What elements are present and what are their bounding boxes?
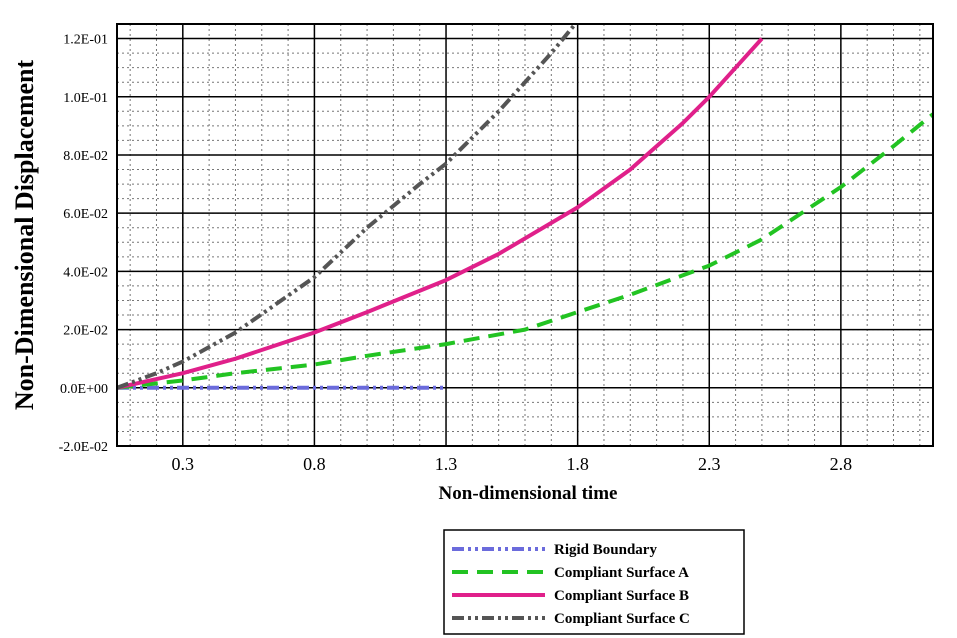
x-tick-label: 1.8 bbox=[566, 454, 589, 474]
legend-label: Compliant Surface B bbox=[554, 588, 689, 604]
legend-label: Rigid Boundary bbox=[554, 542, 657, 558]
x-axis-title: Non-dimensional time bbox=[439, 483, 618, 504]
series-line bbox=[117, 24, 578, 390]
y-tick-label: 8.0E-02 bbox=[63, 149, 108, 164]
x-tick-label: 2.3 bbox=[698, 454, 721, 474]
y-tick-label: 4.0E-02 bbox=[63, 265, 108, 280]
legend: Rigid Boundary Compliant Surface A Complia… bbox=[443, 529, 745, 635]
legend-label: Compliant Surface C bbox=[554, 611, 690, 627]
legend-label: Compliant Surface A bbox=[554, 565, 689, 581]
y-tick-label: 0.0E+00 bbox=[60, 382, 108, 397]
y-tick-label: 1.0E-01 bbox=[63, 91, 108, 106]
y-tick-label: 1.2E-01 bbox=[63, 33, 108, 48]
x-tick-label: 0.3 bbox=[172, 454, 195, 474]
y-tick-label: 2.0E-02 bbox=[63, 324, 108, 339]
x-tick-labels: 0.3 0.8 1.3 1.8 2.3 2.8 bbox=[172, 454, 853, 474]
y-tick-labels: -2.0E-02 0.0E+00 2.0E-02 4.0E-02 6.0E-02 8.0E… bbox=[59, 33, 108, 455]
x-tick-label: 0.8 bbox=[303, 454, 326, 474]
x-tick-label: 1.3 bbox=[435, 454, 458, 474]
series-line bbox=[117, 112, 933, 390]
y-axis-title: Non-Dimensional Displacement bbox=[10, 60, 39, 411]
plot-frame bbox=[116, 23, 934, 447]
series-layer bbox=[117, 24, 933, 390]
series-line bbox=[117, 37, 764, 390]
x-tick-label: 2.8 bbox=[830, 454, 853, 474]
y-tick-label: 6.0E-02 bbox=[63, 207, 108, 222]
y-tick-label: -2.0E-02 bbox=[59, 440, 108, 455]
